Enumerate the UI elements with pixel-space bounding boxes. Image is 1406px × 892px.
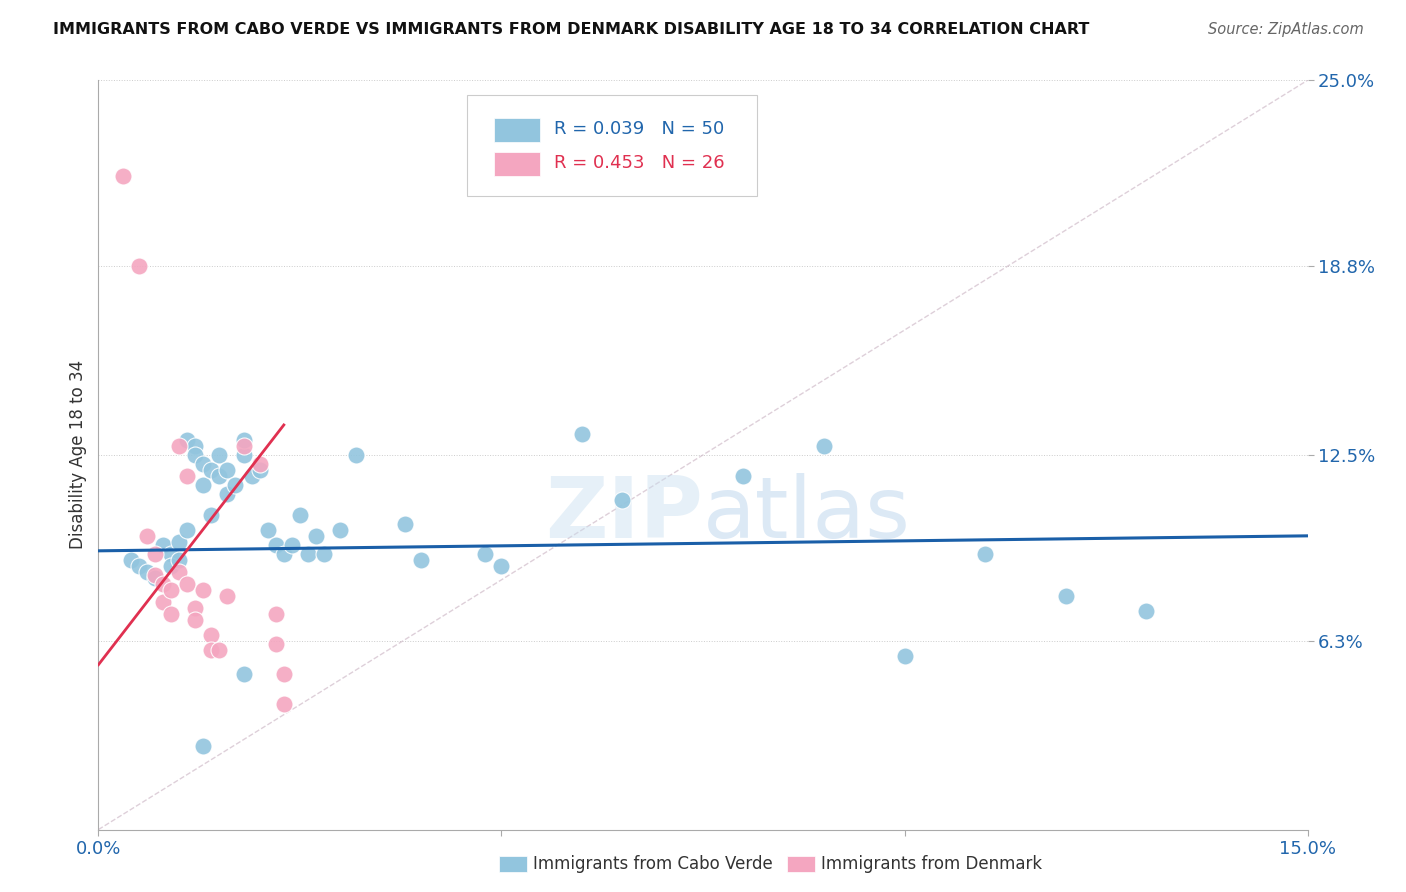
Point bbox=[240, 469, 263, 483]
Text: atlas: atlas bbox=[703, 474, 911, 557]
Point bbox=[394, 516, 416, 531]
Point bbox=[474, 547, 496, 561]
Point bbox=[273, 697, 295, 711]
Point bbox=[200, 463, 222, 477]
Point bbox=[281, 538, 304, 552]
Point bbox=[167, 439, 190, 453]
Point bbox=[208, 448, 231, 462]
Text: R = 0.039   N = 50: R = 0.039 N = 50 bbox=[554, 120, 724, 138]
Point bbox=[176, 523, 198, 537]
Point bbox=[217, 487, 239, 501]
Point bbox=[135, 565, 157, 579]
Point bbox=[200, 628, 222, 642]
Point bbox=[314, 547, 336, 561]
Point bbox=[273, 547, 295, 561]
Point bbox=[264, 637, 287, 651]
Point bbox=[193, 457, 215, 471]
Point bbox=[249, 457, 271, 471]
Point bbox=[200, 642, 222, 657]
Point bbox=[176, 469, 198, 483]
Point bbox=[224, 478, 246, 492]
Point bbox=[160, 547, 183, 561]
Point bbox=[176, 576, 198, 591]
Point bbox=[305, 529, 328, 543]
Point bbox=[176, 433, 198, 447]
Point bbox=[491, 558, 513, 573]
Point bbox=[152, 538, 174, 552]
Point bbox=[893, 648, 915, 663]
Bar bbox=[494, 118, 540, 142]
Point bbox=[160, 558, 183, 573]
Point bbox=[184, 448, 207, 462]
Point bbox=[297, 547, 319, 561]
Text: Immigrants from Denmark: Immigrants from Denmark bbox=[821, 855, 1042, 873]
Point bbox=[232, 433, 254, 447]
Point bbox=[135, 529, 157, 543]
Point bbox=[193, 478, 215, 492]
Bar bbox=[494, 153, 540, 177]
Point bbox=[143, 567, 166, 582]
Point bbox=[208, 469, 231, 483]
Point bbox=[344, 448, 367, 462]
Point bbox=[813, 439, 835, 453]
FancyBboxPatch shape bbox=[467, 95, 758, 196]
Point bbox=[264, 538, 287, 552]
Point bbox=[128, 259, 150, 273]
Point bbox=[409, 553, 432, 567]
Point bbox=[143, 571, 166, 585]
Point bbox=[152, 595, 174, 609]
Point bbox=[1054, 589, 1077, 603]
Point bbox=[1135, 604, 1157, 618]
Point bbox=[208, 642, 231, 657]
Point bbox=[167, 553, 190, 567]
Point bbox=[120, 553, 142, 567]
Text: Immigrants from Cabo Verde: Immigrants from Cabo Verde bbox=[533, 855, 773, 873]
Y-axis label: Disability Age 18 to 34: Disability Age 18 to 34 bbox=[69, 360, 87, 549]
Point bbox=[232, 448, 254, 462]
Point bbox=[217, 463, 239, 477]
Point bbox=[193, 739, 215, 753]
Point bbox=[160, 582, 183, 597]
Point bbox=[232, 666, 254, 681]
Text: Source: ZipAtlas.com: Source: ZipAtlas.com bbox=[1208, 22, 1364, 37]
Point bbox=[184, 439, 207, 453]
Point bbox=[184, 600, 207, 615]
Point bbox=[152, 576, 174, 591]
Point bbox=[184, 613, 207, 627]
Point bbox=[571, 426, 593, 441]
Point bbox=[160, 607, 183, 621]
Point bbox=[232, 439, 254, 453]
Point bbox=[264, 607, 287, 621]
Point bbox=[249, 463, 271, 477]
Point bbox=[128, 558, 150, 573]
Point bbox=[329, 523, 352, 537]
Point bbox=[167, 565, 190, 579]
Point bbox=[143, 547, 166, 561]
Text: ZIP: ZIP bbox=[546, 474, 703, 557]
Point bbox=[288, 508, 311, 522]
Point bbox=[193, 582, 215, 597]
Point bbox=[256, 523, 278, 537]
Text: R = 0.453   N = 26: R = 0.453 N = 26 bbox=[554, 153, 725, 171]
Point bbox=[167, 534, 190, 549]
Point bbox=[273, 666, 295, 681]
Point bbox=[974, 547, 997, 561]
Point bbox=[612, 492, 634, 507]
Point bbox=[200, 508, 222, 522]
Point bbox=[111, 169, 134, 184]
Text: IMMIGRANTS FROM CABO VERDE VS IMMIGRANTS FROM DENMARK DISABILITY AGE 18 TO 34 CO: IMMIGRANTS FROM CABO VERDE VS IMMIGRANTS… bbox=[53, 22, 1090, 37]
Point bbox=[733, 469, 755, 483]
Point bbox=[217, 589, 239, 603]
